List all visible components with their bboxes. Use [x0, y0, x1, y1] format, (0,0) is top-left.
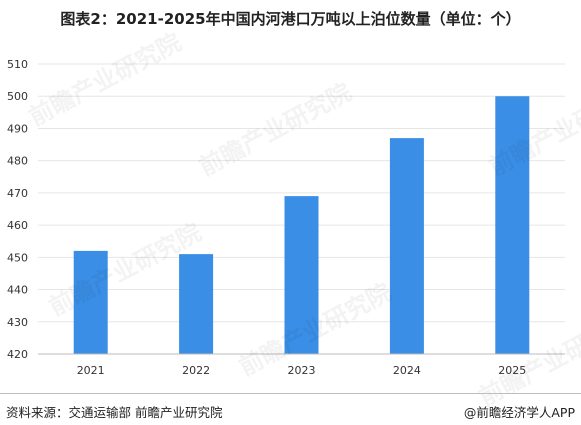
- x-tick-label: 2021: [77, 364, 105, 377]
- y-tick-label: 510: [7, 58, 28, 71]
- bars: [73, 96, 530, 354]
- bar-2021: [73, 250, 108, 354]
- source-note: 资料来源：交通运输部 前瞻产业研究院: [6, 405, 223, 420]
- y-tick-label: 440: [7, 284, 28, 297]
- y-axis: 420 430 440 450 460 470 480 490 500 510: [7, 58, 28, 361]
- y-tick-label: 450: [7, 251, 28, 264]
- y-tick-label: 460: [7, 219, 28, 232]
- x-tick-label: 2023: [288, 364, 316, 377]
- y-tick-label: 470: [7, 187, 28, 200]
- brand-label: @前瞻经济学人APP: [463, 405, 575, 420]
- y-tick-label: 500: [7, 90, 28, 103]
- x-axis: 2021 2022 2023 2024 2025: [38, 353, 565, 377]
- y-tick-label: 490: [7, 122, 28, 135]
- bar-2023: [284, 196, 319, 354]
- y-tick-label: 430: [7, 316, 28, 329]
- footer: 资料来源：交通运输部 前瞻产业研究院 @前瞻经济学人APP: [0, 393, 581, 425]
- x-tick-label: 2022: [182, 364, 210, 377]
- x-tick-label: 2025: [498, 364, 526, 377]
- x-tick-label: 2024: [393, 364, 421, 377]
- y-tick-label: 480: [7, 155, 28, 168]
- bar-2024: [389, 138, 424, 354]
- bar-2025: [495, 96, 530, 354]
- chart-title: 图表2：2021-2025年中国内河港口万吨以上泊位数量（单位：个）: [60, 10, 521, 28]
- y-tick-label: 420: [7, 348, 28, 361]
- bar-2022: [179, 254, 214, 354]
